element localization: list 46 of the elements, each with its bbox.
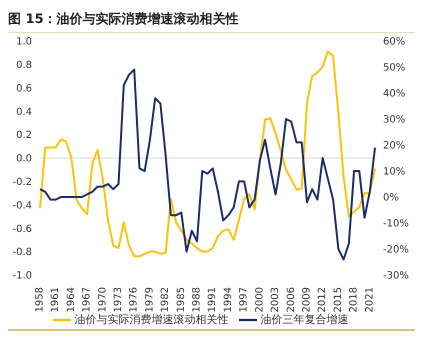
- y2-tick-label: -30%: [383, 270, 409, 282]
- x-tick-label: 1964: [66, 287, 77, 312]
- y-tick-label: 0.0: [16, 154, 32, 165]
- x-tick-label: 1967: [82, 287, 93, 312]
- x-tick-label: 1997: [238, 287, 250, 312]
- x-tick-label: 2006: [286, 287, 297, 312]
- y-tick-label: 0.6: [16, 83, 32, 94]
- y-tick-label: -0.2: [12, 176, 32, 188]
- legend-label: 油价与实际消费增速滚动相关性: [74, 313, 228, 326]
- y2-tick-label: 60%: [383, 36, 406, 48]
- y-tick-label: -1.0: [12, 270, 32, 282]
- y-tick-label: -0.8: [12, 247, 32, 258]
- y2-tick-label: 50%: [383, 62, 406, 74]
- x-tick-label: 1961: [50, 287, 62, 312]
- x-tick-label: 2015: [332, 287, 344, 312]
- x-tick-label: 1976: [128, 287, 140, 312]
- y-tick-label: 0.2: [16, 130, 32, 142]
- legend-label: 油价三年复合增速: [260, 313, 348, 326]
- x-tick-label: 1994: [222, 287, 234, 312]
- y2-tick-label: 0%: [383, 192, 399, 204]
- x-tick-label: 2018: [348, 287, 360, 312]
- x-tick-label: 1982: [160, 287, 172, 312]
- x-tick-label: 1985: [176, 287, 187, 312]
- x-tick-label: 1991: [207, 287, 218, 312]
- y-tick-label: 1.0: [16, 36, 32, 48]
- x-tick-label: 2021: [364, 287, 376, 312]
- x-tick-label: 2003: [270, 287, 282, 312]
- y-tick-label: 0.4: [16, 106, 32, 118]
- y-tick-label: -0.4: [12, 200, 32, 212]
- chart-title: 图 15：油价与实际消费增速滚动相关性: [8, 8, 415, 33]
- x-tick-label: 2012: [317, 287, 328, 312]
- x-tick-label: 2009: [301, 287, 312, 312]
- y2-tick-label: 40%: [383, 88, 406, 100]
- y2-tick-label: -20%: [383, 244, 409, 256]
- x-tick-label: 1970: [97, 287, 108, 312]
- y2-tick-label: 20%: [383, 140, 406, 152]
- y-tick-label: 0.8: [16, 60, 32, 71]
- y2-tick-label: 10%: [383, 166, 406, 178]
- x-tick-label: 1958: [34, 287, 46, 312]
- x-tick-label: 1973: [113, 287, 124, 312]
- x-tick-label: 2000: [254, 287, 266, 312]
- x-tick-label: 1988: [192, 287, 203, 312]
- y2-tick-label: 30%: [383, 114, 406, 126]
- y-tick-label: -0.6: [12, 224, 32, 235]
- y2-tick-label: -10%: [383, 218, 409, 230]
- x-tick-label: 1979: [144, 287, 156, 312]
